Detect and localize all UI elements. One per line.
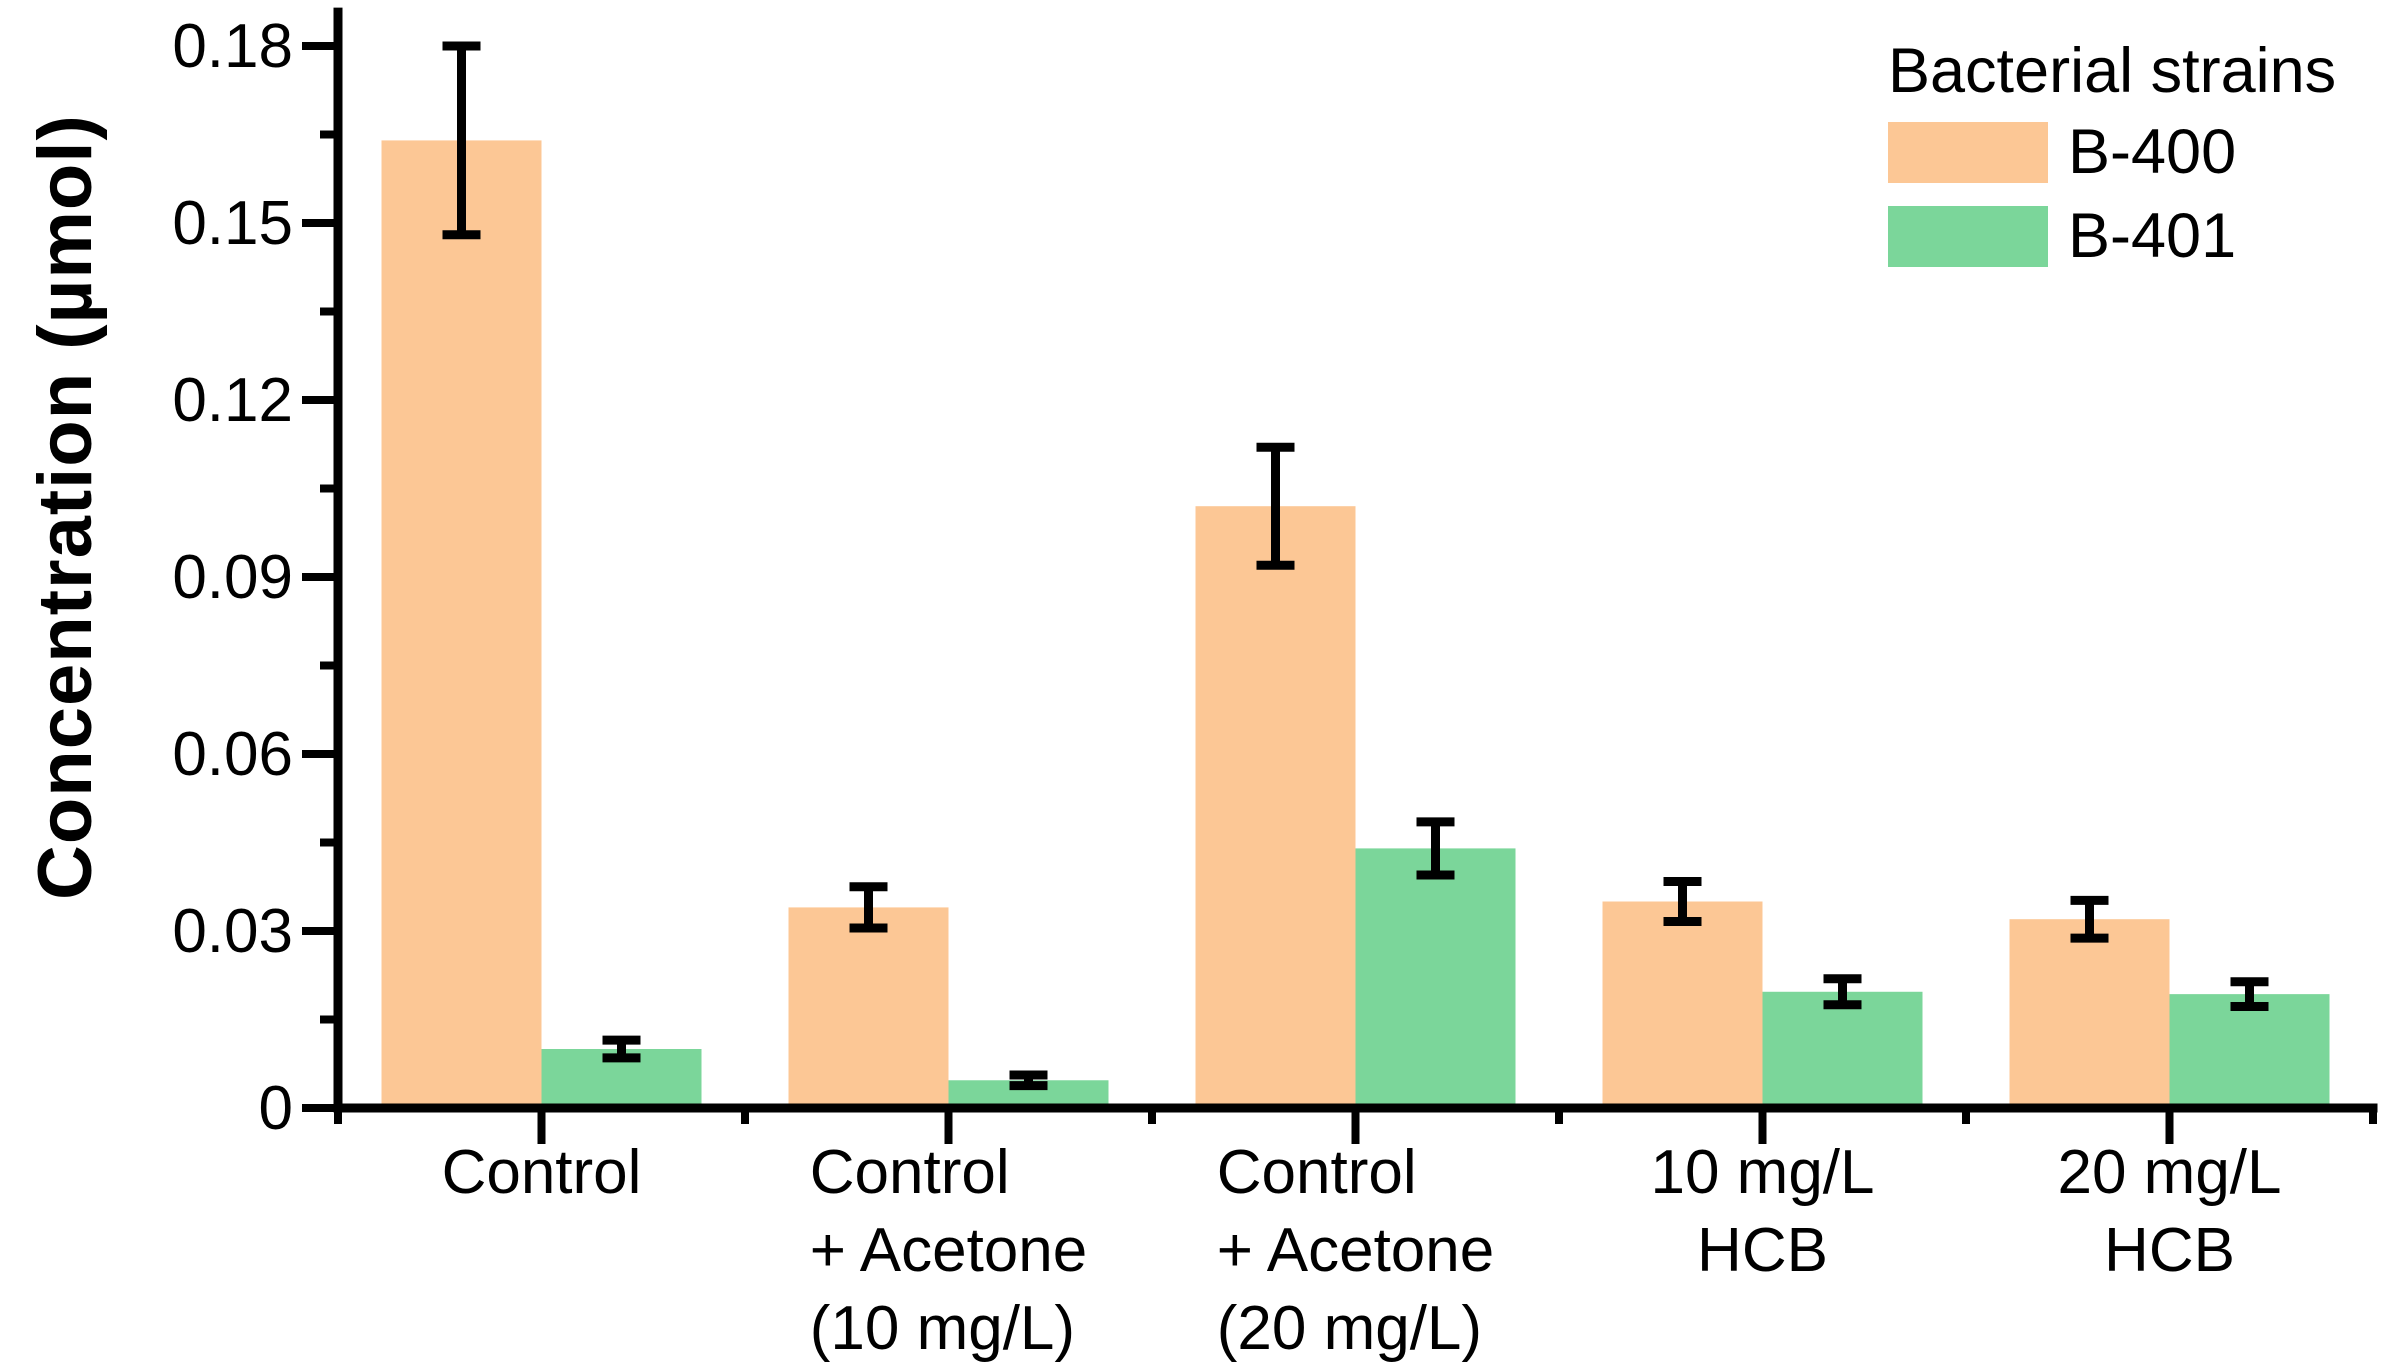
legend-entry-b401: B-401	[1888, 200, 2336, 272]
category-label: 10 mg/L HCB	[1650, 1134, 1874, 1290]
y-tick-label: 0.09	[172, 543, 293, 612]
category-label-line: Control	[809, 1138, 1010, 1207]
category-label-line: HCB	[1697, 1216, 1828, 1285]
legend: Bacterial strains B-400 B-401	[1888, 34, 2336, 284]
bar-b401	[1355, 848, 1516, 1108]
category-label-line: HCB	[2104, 1216, 2235, 1285]
y-tick-label: 0.15	[172, 189, 293, 258]
bar-b401	[1762, 991, 1923, 1108]
y-tick-label: 0	[259, 1074, 293, 1143]
bar-b400	[381, 140, 542, 1108]
category-label-line: (10 mg/L)	[809, 1294, 1076, 1363]
legend-entry-b400: B-400	[1888, 116, 2336, 188]
y-tick-label: 0.06	[172, 720, 293, 789]
y-tick-label: 0.03	[172, 897, 293, 966]
bar-b401	[2169, 994, 2330, 1108]
category-label: Control + Acetone (10 mg/L)	[810, 1134, 1088, 1367]
category-label-line: + Acetone	[809, 1216, 1088, 1285]
bar-b400	[1195, 506, 1356, 1108]
legend-label-b400: B-400	[2068, 117, 2237, 187]
y-tick-label: 0.12	[172, 366, 293, 435]
legend-swatch-b400	[1888, 121, 2048, 183]
legend-label-b401: B-401	[2068, 201, 2237, 271]
category-label-line: Control	[1216, 1138, 1417, 1207]
category-label: Control + Acetone (20 mg/L)	[1217, 1134, 1495, 1367]
legend-title: Bacterial strains	[1888, 36, 2337, 106]
bar-b400	[1602, 901, 1763, 1108]
category-label: 20 mg/L HCB	[2057, 1134, 2281, 1290]
category-label-line: 10 mg/L	[1650, 1138, 1875, 1207]
category-label: Control	[442, 1134, 642, 1212]
category-label-line: + Acetone	[1216, 1216, 1495, 1285]
bar-b400	[788, 907, 949, 1108]
legend-swatch-b401	[1888, 205, 2048, 267]
category-label-line: (20 mg/L)	[1216, 1294, 1483, 1363]
category-label-line: 20 mg/L	[2057, 1138, 2282, 1207]
category-label-line: Control	[441, 1138, 642, 1207]
y-tick-label: 0.18	[172, 12, 293, 81]
bar-b400	[2009, 919, 2170, 1108]
y-axis-title: Concentration (µmol)	[23, 114, 108, 900]
